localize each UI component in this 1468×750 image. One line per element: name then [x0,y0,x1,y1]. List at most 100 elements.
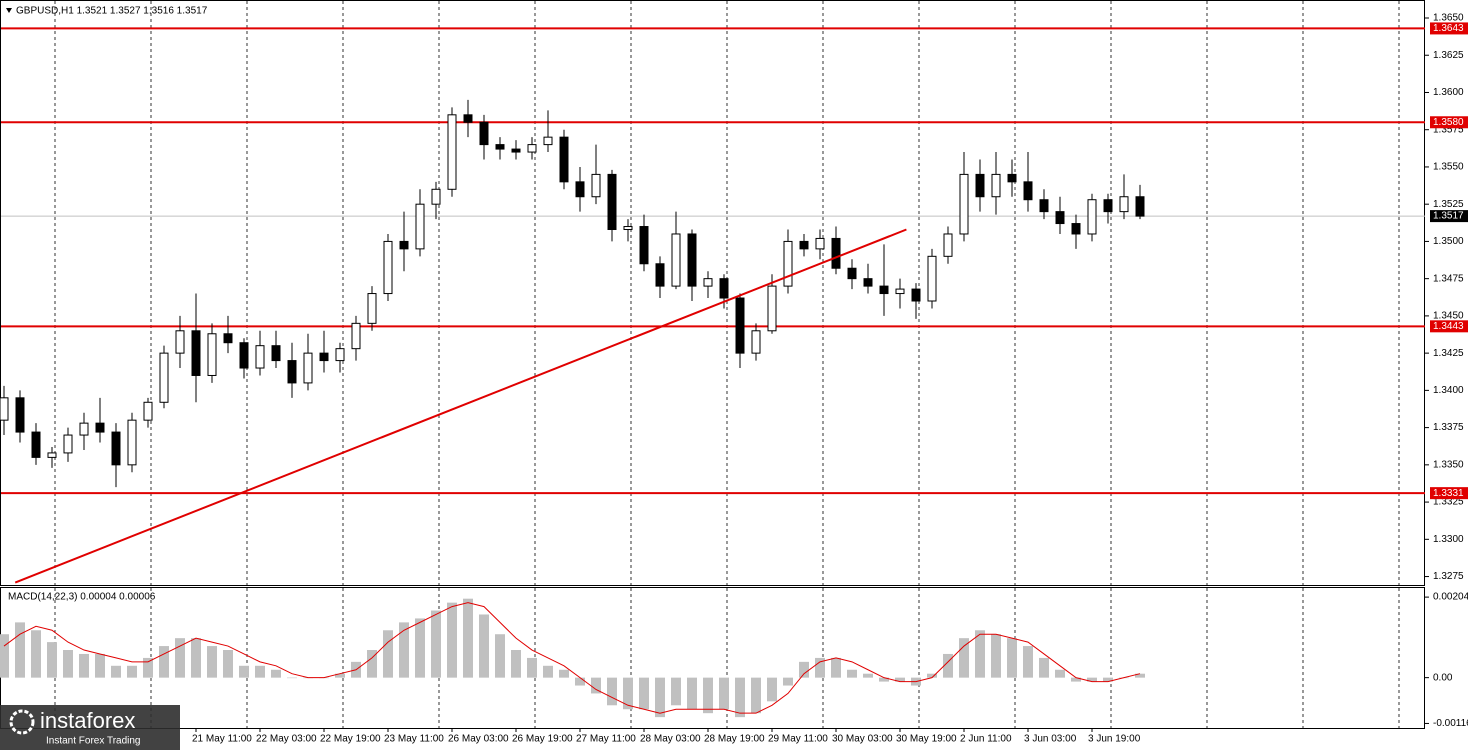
macd-bar [175,638,185,678]
x-tick-label: 28 May 19:00 [704,734,765,745]
candle-body [271,345,281,362]
candle-body [351,322,361,350]
macd-bar [255,665,265,678]
macd-bar [111,665,121,678]
macd-bar [703,677,713,714]
candle-body [975,173,985,198]
candle-body [1055,211,1065,225]
macd-bar [607,677,617,706]
current-price-label: 1.3517 [1433,211,1464,222]
candle-body [719,278,729,299]
level-label-box [1430,320,1468,333]
x-tick-label: 29 May 11:00 [768,734,828,745]
candle-body [847,267,857,280]
candle-body [95,422,105,433]
macd-bar [943,653,953,678]
candle-body [367,293,377,324]
macd-bar [159,646,169,678]
candle-body [751,330,761,354]
x-tick-label: 3 Jun 19:00 [1088,734,1141,745]
y-tick-label: 0.00 [1433,672,1453,683]
candle-body [111,431,121,466]
logo-icon [9,709,35,735]
candle-body [447,114,457,190]
level-label-box [1430,116,1468,129]
candle-body [1087,199,1097,235]
macd-bar [623,677,633,710]
candle-body [479,121,489,146]
macd-bar [1135,673,1145,678]
x-tick-label: 2 Jun 11:00 [960,734,1012,745]
candle-body [0,397,9,421]
logo-tagline: Instant Forex Trading [46,736,141,747]
macd-bar [367,650,377,678]
macd-bar [335,673,345,678]
macd-bar [687,677,697,710]
candle-body [655,263,665,287]
candle-body [943,233,953,257]
macd-bar [287,677,297,679]
candle-body [575,181,585,198]
level-label-box [1430,22,1468,35]
candle-body [991,173,1001,198]
candle-body [895,288,905,295]
macd-bar [47,642,57,678]
macd-bar [895,677,905,682]
macd-bar [591,677,601,694]
macd-bar [751,677,761,714]
macd-bar [95,653,105,678]
menu-arrow [6,8,12,13]
macd-bar [799,661,809,678]
macd-bar [207,646,217,678]
candle-body [623,226,633,231]
candle-body [927,255,937,302]
macd-bar [15,622,25,678]
y-tick-label: 1.3475 [1433,273,1464,284]
candle-body [239,342,249,369]
macd-bar [239,665,249,678]
candle-body [191,330,201,376]
macd-bar [879,677,889,682]
macd-bar [415,618,425,678]
candle-body [15,397,25,433]
candle-body [223,333,233,344]
macd-bar [223,650,233,678]
y-tick-label: 1.3525 [1433,199,1464,210]
macd-bar [63,650,73,678]
macd-bar [1007,638,1017,678]
chart-title: GBPUSD,H1 1.3521 1.3527 1.3516 1.3517 [16,6,208,17]
x-tick-label: 22 May 19:00 [320,734,381,745]
candle-body [1135,196,1145,217]
candle-body [207,333,217,376]
x-tick-label: 21 May 11:00 [192,734,252,745]
candle-body [1071,223,1081,235]
macd-bar [1039,657,1049,678]
candle-body [735,297,745,354]
candle-body [1007,173,1017,183]
candle-body [319,352,329,362]
y-tick-label: 1.3325 [1433,497,1464,508]
macd-bar [767,677,777,702]
candle-body [527,144,537,153]
y-tick-label: 0.00204 [1433,592,1468,603]
macd-title: MACD(14,22,3) 0.00004 0.00006 [8,592,156,603]
candle-body [1103,199,1113,213]
trendline [14,228,907,584]
macd-bar [639,677,649,710]
candle-body [303,352,313,384]
macd-bar [495,634,505,678]
candle-body [79,422,89,436]
candle-body [639,226,649,265]
candle-body [63,434,73,454]
candle-body [31,431,41,458]
macd-bar [575,677,585,686]
y-tick-label: 1.3450 [1433,311,1464,322]
price-panel [0,0,1425,586]
candle-body [687,233,697,287]
y-tick-label: 1.3625 [1433,50,1464,61]
candle-body [1119,196,1129,213]
macd-bar [127,665,137,678]
candle-body [463,114,473,123]
candle-body [863,278,873,287]
